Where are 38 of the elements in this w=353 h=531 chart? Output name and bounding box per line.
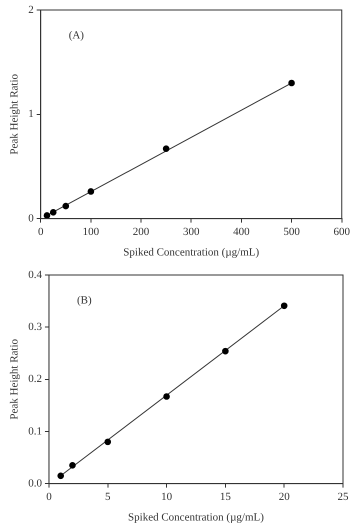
y-tick-label: 0.4 <box>28 268 42 281</box>
point <box>88 188 94 195</box>
annotation: (B) <box>76 294 92 306</box>
x-tick-label: 25 <box>338 491 349 504</box>
point <box>50 209 57 216</box>
point <box>163 393 170 400</box>
y-tick-label: 0.0 <box>28 477 42 490</box>
x-tick-label: 10 <box>161 491 173 504</box>
x-tick-label: 500 <box>283 226 300 238</box>
point <box>44 212 50 219</box>
x-axis-title: Spiked Concentration (µg/mL) <box>123 246 260 258</box>
y-tick-label: 0.2 <box>28 373 42 386</box>
x-axis-title: Spiked Concentration (µg/mL) <box>128 511 264 524</box>
annotation: (A) <box>68 29 84 42</box>
point <box>222 348 229 354</box>
x-tick-label: 20 <box>278 491 290 504</box>
x-tick-label: 400 <box>233 226 250 238</box>
x-tick-label: 200 <box>132 226 150 238</box>
point <box>69 462 76 469</box>
y-tick-label: 1 <box>28 108 34 120</box>
point <box>62 202 70 210</box>
y-tick-label: 0.1 <box>28 425 42 438</box>
x-tick-label: 15 <box>220 491 232 504</box>
x-tick-label: 300 <box>182 226 200 238</box>
x-tick-label: 0 <box>46 491 52 504</box>
y-axis-title: Peak Height Ratio <box>8 73 20 155</box>
x-tick-label: 600 <box>334 226 350 238</box>
x-tick-label: 100 <box>82 226 100 238</box>
y-tick-label: 0 <box>28 212 34 224</box>
point <box>280 302 288 310</box>
y-tick-label: 2 <box>28 4 34 16</box>
point <box>57 472 64 480</box>
x-tick-label: 5 <box>105 491 112 504</box>
y-axis-title: Peak Height Ratio <box>8 338 20 420</box>
y-tick-label: 0.3 <box>28 321 42 334</box>
point <box>104 438 112 446</box>
point <box>288 80 295 86</box>
point <box>162 145 170 152</box>
